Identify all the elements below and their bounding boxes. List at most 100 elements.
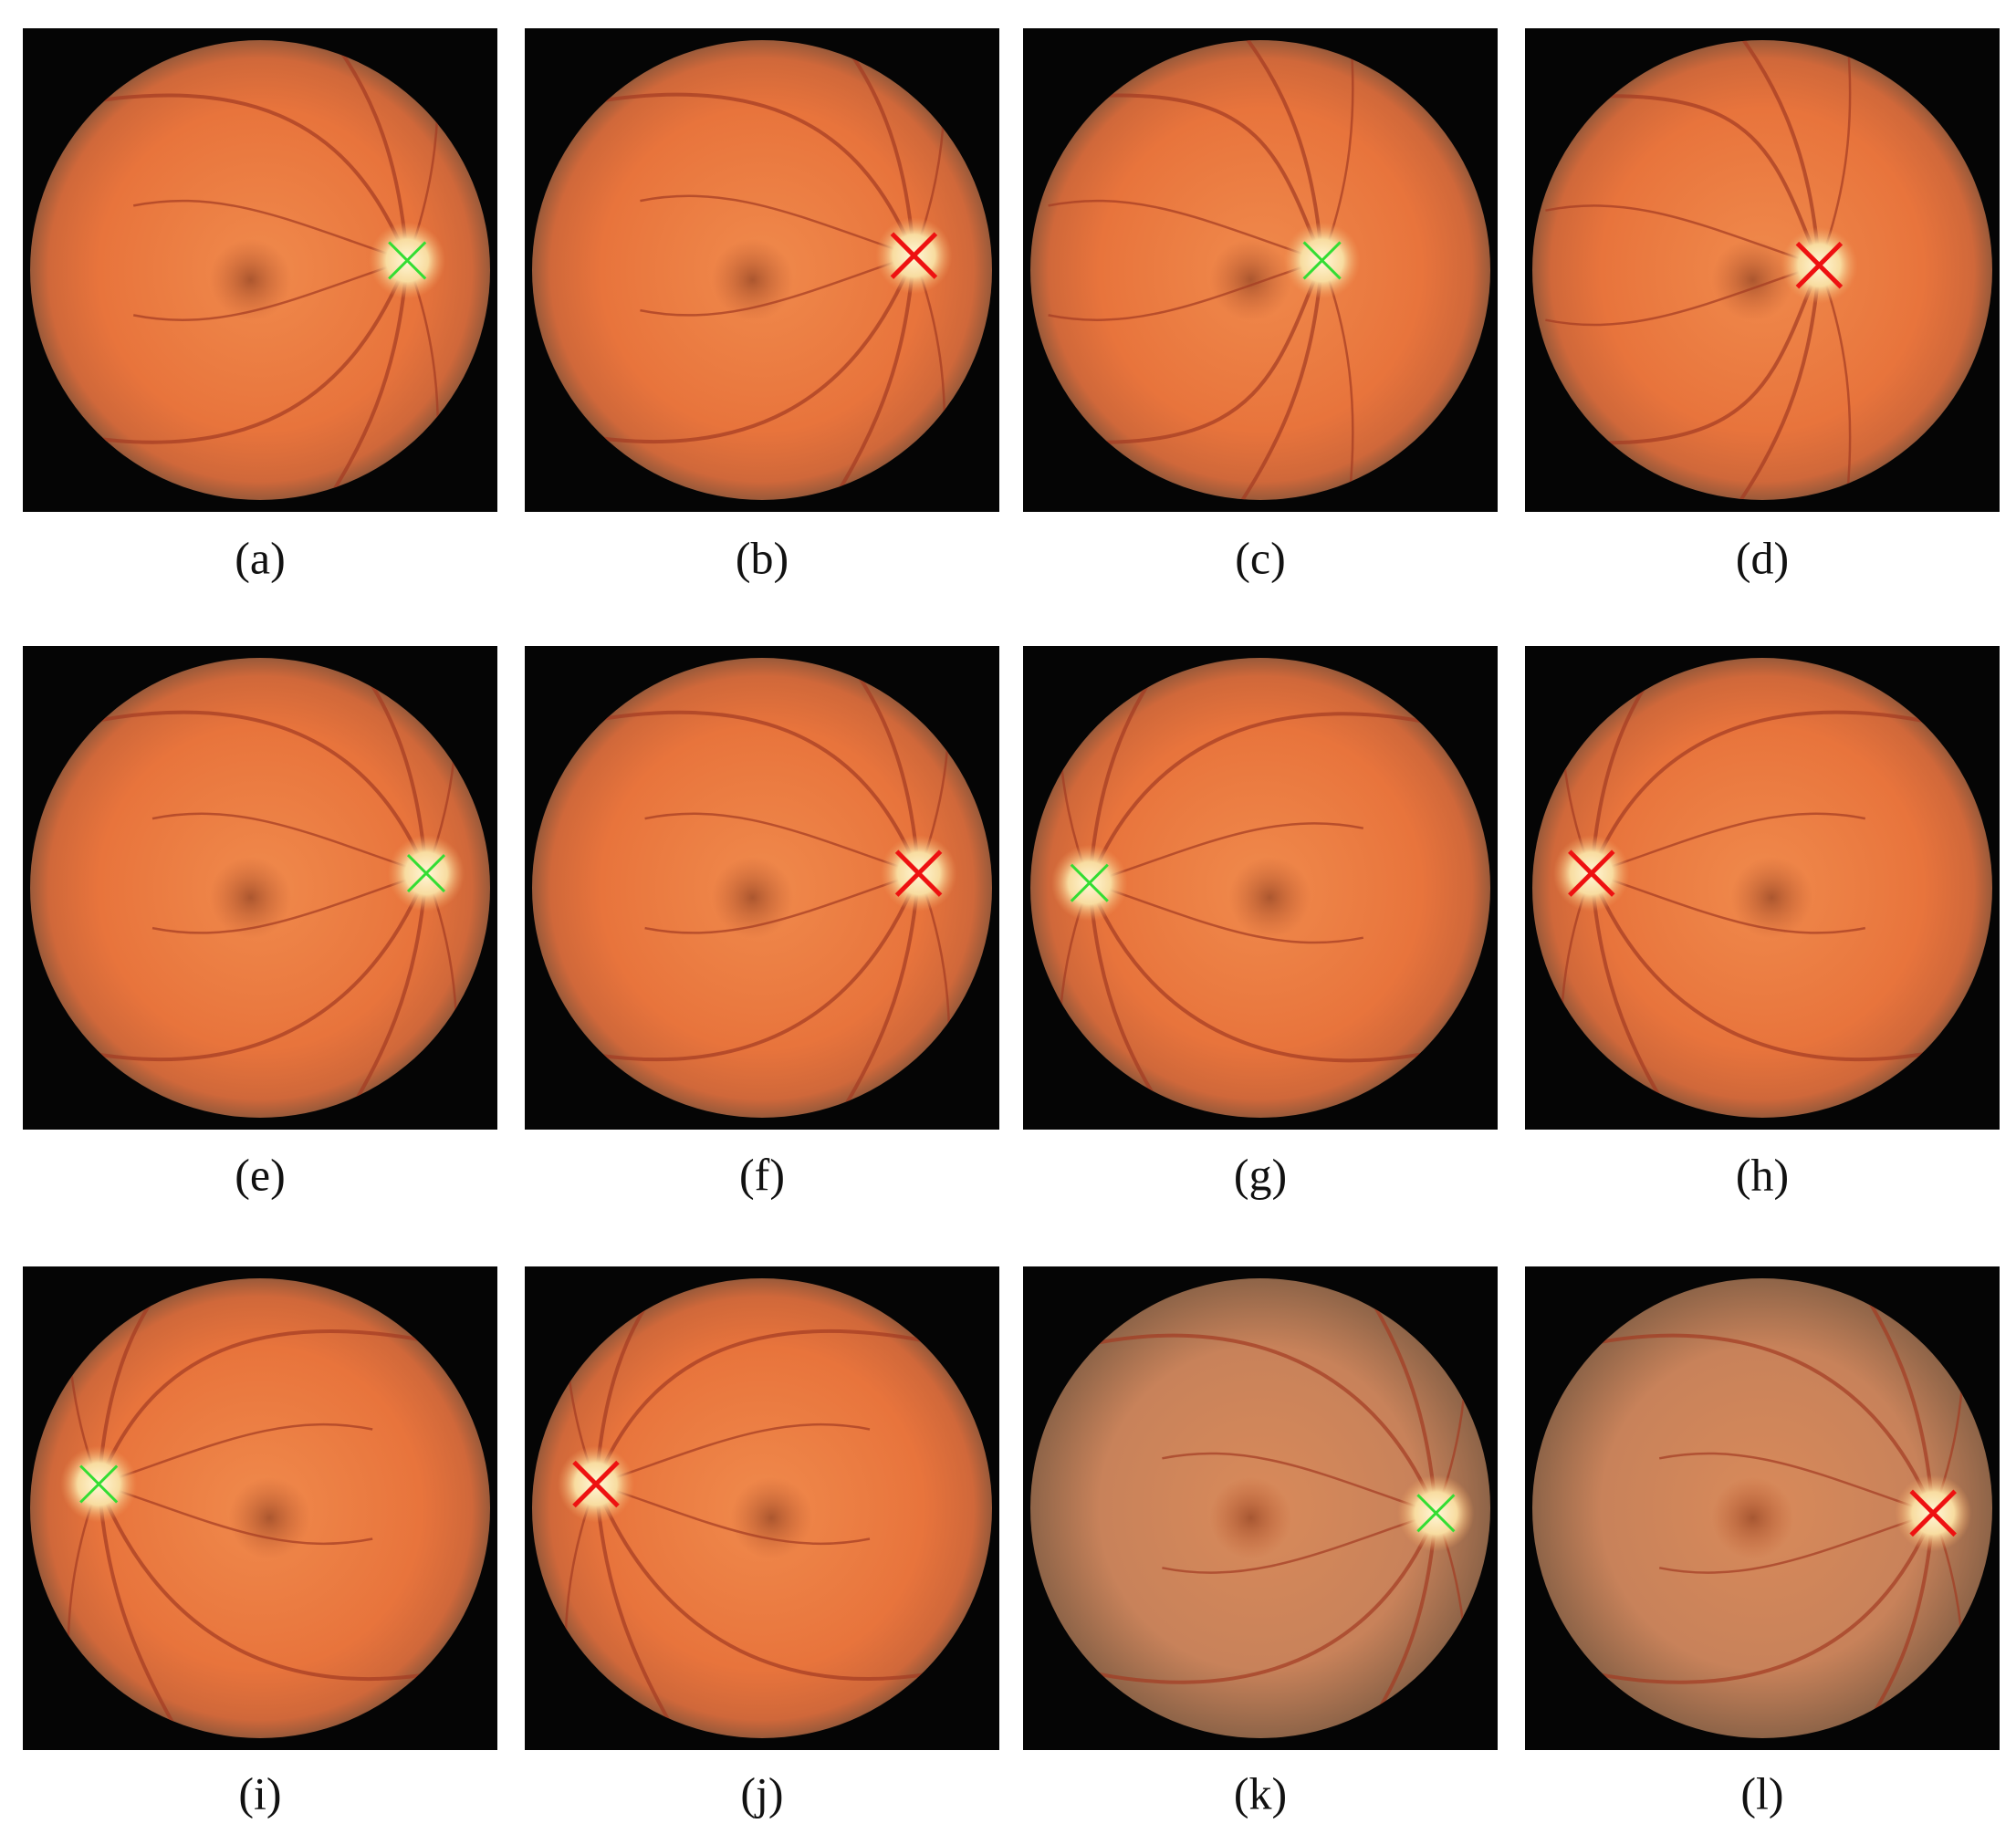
vessel — [1549, 1333, 1936, 1515]
vessel — [1589, 872, 1976, 1062]
od-marker — [890, 232, 938, 279]
vessel — [594, 1278, 707, 1485]
retina-details — [1030, 40, 1361, 500]
od-marker — [1568, 849, 1615, 897]
vessel — [1087, 712, 1474, 884]
od-marker — [1795, 241, 1844, 289]
od-marker — [1416, 1494, 1456, 1533]
fovea — [711, 238, 794, 321]
vessel — [535, 872, 921, 1062]
vessel — [132, 199, 408, 262]
vessel — [1822, 1278, 1936, 1514]
vessel — [808, 658, 921, 874]
vessel — [1324, 1278, 1438, 1514]
fundus-panel — [1023, 646, 1498, 1130]
vessel — [1089, 881, 1364, 944]
panel-label: (h) — [1736, 1149, 1789, 1200]
retina-details — [1050, 658, 1474, 1118]
panel-label: (f) — [739, 1149, 785, 1200]
od-marker — [1302, 241, 1342, 280]
vessel — [97, 1278, 210, 1485]
od-marker — [1070, 863, 1109, 902]
vessel — [98, 1483, 373, 1546]
vessel — [1051, 1333, 1438, 1515]
vessel — [1162, 1452, 1436, 1515]
vessel — [97, 1329, 483, 1485]
vessel — [1051, 1512, 1438, 1684]
fundus-panel — [1023, 28, 1498, 512]
vessel — [594, 1484, 707, 1738]
fundus-panel — [1023, 1266, 1498, 1750]
vessel — [640, 194, 914, 257]
fundus-panel — [23, 646, 497, 1130]
vessel — [535, 710, 921, 874]
vessel — [1589, 710, 1976, 874]
vessel — [1087, 882, 1201, 1118]
vessel — [97, 1484, 210, 1738]
vessel — [151, 871, 427, 934]
vessel — [640, 254, 914, 317]
fovea — [1228, 856, 1311, 939]
vessel — [30, 259, 410, 444]
vessel — [1210, 260, 1324, 500]
vessel — [315, 872, 428, 1118]
od-marker — [79, 1464, 119, 1504]
panel-label: (a) — [235, 532, 286, 583]
vessel — [1708, 40, 1822, 266]
fovea — [1209, 238, 1292, 321]
vessel — [98, 1422, 373, 1485]
vessel — [1162, 1512, 1436, 1574]
od-marker — [894, 849, 943, 897]
vessel — [1545, 264, 1820, 327]
vessel — [802, 40, 916, 256]
vessel — [1708, 265, 1822, 500]
od-marker — [1909, 1489, 1957, 1537]
fovea — [209, 856, 292, 939]
vessel — [1211, 40, 1324, 261]
vessel — [1822, 1513, 1936, 1738]
vessel — [1087, 658, 1201, 883]
vessel — [1087, 881, 1474, 1063]
panel-label: (e) — [235, 1149, 286, 1200]
vessel — [315, 658, 428, 874]
fundus-panel — [525, 1266, 999, 1750]
fovea — [1711, 1476, 1794, 1559]
fovea — [730, 1476, 813, 1559]
vessel — [132, 259, 408, 321]
vessel — [1658, 1512, 1934, 1574]
vessel — [30, 93, 410, 262]
vessel — [595, 1422, 871, 1485]
vessel — [151, 812, 427, 875]
vessel — [1591, 812, 1866, 875]
vessel — [1545, 204, 1820, 266]
vessel — [97, 1483, 483, 1681]
fovea — [711, 856, 794, 939]
fundus-panel — [23, 1266, 497, 1750]
panel-label: (i) — [238, 1767, 281, 1818]
vessel — [296, 260, 410, 500]
od-marker — [406, 854, 446, 893]
vessel — [594, 1483, 980, 1681]
panel-label: (d) — [1736, 532, 1789, 583]
fovea — [1711, 238, 1794, 321]
vessel — [595, 1483, 871, 1546]
fundus-panel — [1525, 646, 2000, 1130]
vessel — [42, 872, 428, 1062]
vessel — [42, 710, 428, 874]
od-marker — [388, 241, 427, 280]
vessel — [1589, 658, 1703, 874]
od-marker — [572, 1460, 620, 1508]
fovea — [209, 238, 292, 321]
vessel — [1089, 822, 1364, 884]
vessel — [1658, 1452, 1934, 1515]
vessel — [594, 1329, 980, 1485]
panel-label: (j) — [740, 1767, 783, 1818]
fundus-panel — [525, 646, 999, 1130]
vessel — [1589, 872, 1703, 1118]
fovea — [228, 1476, 311, 1559]
vessel — [1048, 259, 1322, 321]
vessel — [1591, 871, 1866, 934]
fundus-panel — [1525, 28, 2000, 512]
